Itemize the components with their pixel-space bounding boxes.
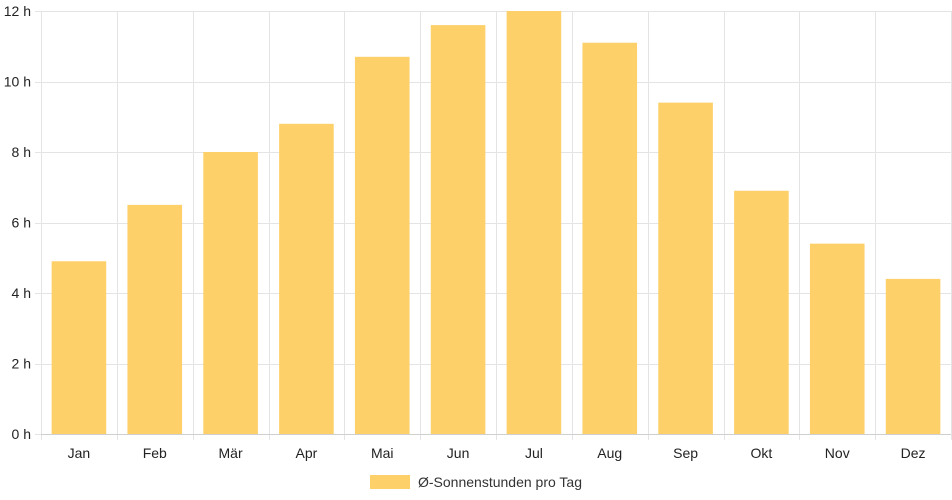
- bars-layer: [51, 11, 941, 435]
- bar-nov[interactable]: [809, 243, 865, 434]
- x-tick-label: Mär: [219, 445, 243, 461]
- bar-feb[interactable]: [127, 204, 183, 434]
- y-tick-label: 8 h: [12, 144, 31, 160]
- bar-jul[interactable]: [506, 11, 562, 434]
- x-tick-label: Jan: [68, 445, 91, 461]
- y-tick-label: 6 h: [12, 215, 31, 231]
- x-tick-label: Feb: [143, 445, 167, 461]
- y-tick-label: 10 h: [4, 74, 31, 90]
- y-tick-label: 0 h: [12, 426, 31, 442]
- bar-aug[interactable]: [582, 42, 638, 434]
- grid-layer: [35, 11, 952, 440]
- x-tick-label: Okt: [751, 445, 773, 461]
- legend-swatch[interactable]: [370, 475, 411, 489]
- legend-label[interactable]: Ø-Sonnenstunden pro Tag: [418, 474, 582, 490]
- x-tick-label: Dez: [901, 445, 926, 461]
- axis-layer: 0 h 2 h 4 h 6 h 8 h 10 h 12 h Jan Feb Mär Apr Mai Ju…: [4, 3, 951, 461]
- y-tick-label: 12 h: [4, 3, 31, 19]
- bar-dez[interactable]: [885, 278, 941, 434]
- y-tick-label: 2 h: [12, 356, 31, 372]
- bar-apr[interactable]: [279, 123, 334, 435]
- x-tick-label: Jun: [447, 445, 470, 461]
- x-tick-label: Sep: [673, 445, 698, 461]
- x-tick-label: Aug: [597, 445, 622, 461]
- x-tick-label: Apr: [296, 445, 318, 461]
- bar-mai[interactable]: [354, 56, 410, 434]
- legend[interactable]: Ø-Sonnenstunden pro Tag: [370, 474, 582, 490]
- x-tick-label: Jul: [525, 445, 543, 461]
- x-tick-label: Nov: [825, 445, 850, 461]
- y-tick-label: 4 h: [12, 285, 31, 301]
- bar-okt[interactable]: [734, 190, 789, 434]
- bar-sep[interactable]: [658, 102, 713, 435]
- x-tick-label: Mai: [371, 445, 394, 461]
- bar-mär[interactable]: [203, 152, 258, 434]
- bar-jan[interactable]: [51, 261, 107, 434]
- bar-jun[interactable]: [430, 25, 486, 434]
